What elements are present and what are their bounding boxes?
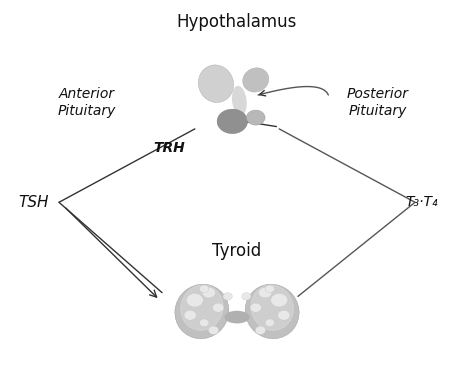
Circle shape (200, 285, 209, 293)
Circle shape (200, 319, 209, 327)
Ellipse shape (175, 284, 229, 339)
Text: Hypothalamus: Hypothalamus (177, 13, 297, 31)
Circle shape (258, 287, 272, 298)
Text: TSH: TSH (18, 195, 48, 210)
Ellipse shape (243, 68, 269, 92)
Circle shape (184, 310, 196, 320)
Ellipse shape (217, 109, 247, 134)
Text: T₃·T₄: T₃·T₄ (406, 195, 438, 209)
Circle shape (186, 293, 203, 307)
Circle shape (202, 287, 216, 298)
Circle shape (223, 293, 232, 300)
Ellipse shape (225, 311, 249, 323)
Ellipse shape (246, 110, 265, 125)
Circle shape (242, 293, 251, 300)
Text: Tyroid: Tyroid (212, 242, 262, 260)
Circle shape (278, 310, 290, 320)
Circle shape (213, 303, 224, 312)
Circle shape (265, 319, 274, 327)
Circle shape (271, 293, 288, 307)
Text: Anterior
Pituitary: Anterior Pituitary (58, 87, 116, 118)
Ellipse shape (245, 284, 299, 339)
Circle shape (250, 303, 261, 312)
Ellipse shape (181, 285, 223, 330)
Ellipse shape (233, 87, 246, 115)
Ellipse shape (251, 285, 293, 330)
Circle shape (209, 326, 219, 334)
Ellipse shape (198, 65, 234, 102)
Text: TRH: TRH (153, 141, 185, 155)
Circle shape (255, 326, 265, 334)
Text: Posterior
Pituitary: Posterior Pituitary (346, 87, 409, 118)
Circle shape (265, 285, 274, 293)
